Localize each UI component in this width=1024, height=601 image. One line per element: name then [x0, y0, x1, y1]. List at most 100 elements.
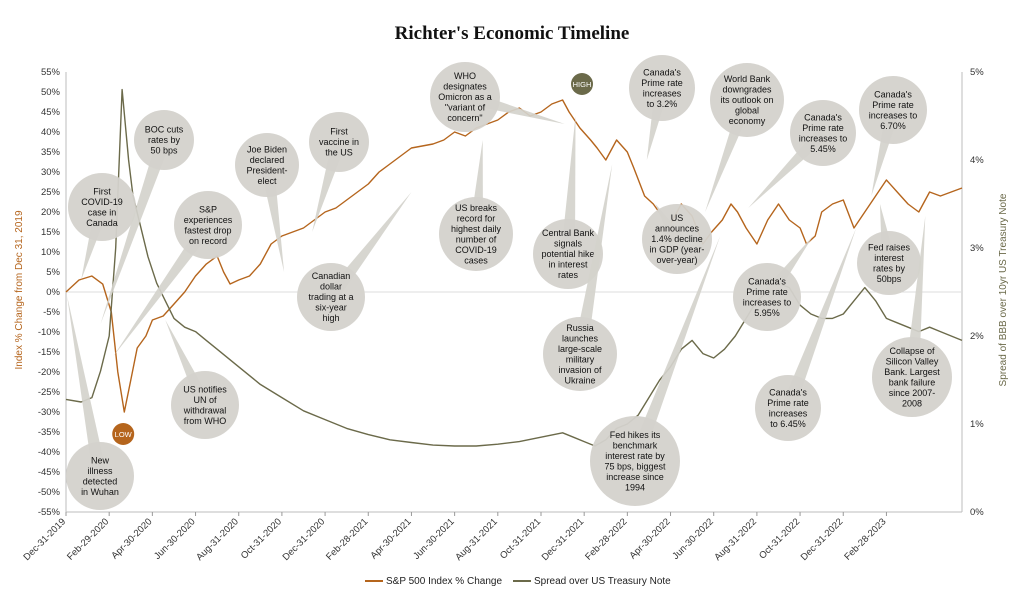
- annotation-text: its outlook on: [720, 95, 773, 105]
- annotation-text: downgrades: [722, 85, 772, 95]
- annotation-text: World Bank: [724, 74, 771, 84]
- annotation-text: 1.4% decline: [651, 234, 703, 244]
- y-tick-label: -40%: [38, 447, 61, 458]
- x-tick-label: Aug-31-2021: [453, 516, 500, 563]
- annotation-text: invasion of: [558, 365, 602, 375]
- annotation-text: concern": [447, 113, 482, 123]
- annotation-pointer: [573, 164, 613, 356]
- annotation-text: Canada: [86, 218, 118, 228]
- annotation-text: increase since: [606, 472, 664, 482]
- x-tick-label: Feb-28-2023: [842, 516, 888, 562]
- y-tick-label: 45%: [41, 107, 61, 118]
- annotation-text: Ukraine: [564, 375, 595, 385]
- annotation-pointer: [67, 296, 107, 478]
- annotation: Russialauncheslarge-scalemilitaryinvasio…: [543, 164, 617, 391]
- annotation-pointer: [100, 137, 171, 324]
- annotation-pointer: [113, 220, 214, 356]
- x-tick-label: Jun-30-2021: [411, 516, 457, 562]
- x-axis-ticks: Dec-31-2019Feb-29-2020Apr-30-2020Jun-30-…: [22, 512, 889, 563]
- y-tick-label: 15%: [41, 227, 61, 238]
- annotation-bubble: [235, 133, 299, 197]
- x-tick-label: Jun-30-2022: [670, 516, 716, 562]
- annotation-text: on record: [189, 236, 227, 246]
- annotation-text: potential hike: [541, 249, 594, 259]
- x-tick-label: Oct-31-2021: [498, 516, 543, 561]
- annotation-text: in interest: [548, 260, 588, 270]
- y-tick-label: -30%: [38, 407, 61, 418]
- x-tick-label: Dec-31-2022: [799, 516, 846, 563]
- annotation-text: fastest drop: [184, 225, 231, 235]
- x-tick-label: Feb-28-2022: [583, 516, 629, 562]
- annotation-text: Canada's: [804, 112, 842, 122]
- annotation-text: UN of: [193, 395, 217, 405]
- x-tick-label: Dec-31-2019: [22, 516, 69, 563]
- y2-tick-label: 1%: [970, 419, 984, 430]
- annotation-text: increases to: [799, 133, 848, 143]
- annotation-text: Russia: [566, 323, 594, 333]
- annotation-text: Prime rate: [872, 100, 914, 110]
- annotation-pointer: [781, 228, 857, 411]
- annotation-text: to 6.45%: [770, 419, 806, 429]
- annotation-text: Canadian: [312, 271, 351, 281]
- annotation-text: 2008: [902, 398, 922, 408]
- annotation-text: 75 bps, biggest: [604, 461, 666, 471]
- annotation-text: in Wuhan: [81, 487, 119, 497]
- spread-line: [65, 88, 963, 447]
- chart-legend: S&P 500 Index % Change Spread over US Tre…: [365, 576, 671, 587]
- y2-tick-label: 2%: [970, 331, 984, 342]
- annotation-text: 5.45%: [810, 144, 836, 154]
- annotation-text: highest daily: [451, 224, 502, 234]
- annotation-text: benchmark: [613, 440, 658, 450]
- x-tick-label: Dec-31-2020: [281, 516, 328, 563]
- extreme-markers: LOW HIGH: [112, 73, 594, 445]
- annotation-text: BOC cuts: [145, 125, 184, 135]
- annotation-text: US breaks: [455, 203, 498, 213]
- annotation-text: withdrawal: [183, 405, 227, 415]
- annotation-text: 50 bps: [150, 146, 178, 156]
- annotation-text: record for: [457, 213, 496, 223]
- y-tick-label: -10%: [38, 327, 61, 338]
- annotation-text: announces: [655, 224, 700, 234]
- annotation-text: increases to: [869, 110, 918, 120]
- x-tick-label: Aug-31-2022: [712, 516, 759, 563]
- annotation-text: Canada's: [769, 387, 807, 397]
- annotation-text: detected: [83, 476, 118, 486]
- y-tick-label: 25%: [41, 187, 61, 198]
- annotation-text: 1994: [625, 482, 645, 492]
- annotation-bubble: [857, 231, 921, 295]
- annotation-text: WHO: [454, 71, 476, 81]
- y-tick-label: 5%: [46, 267, 60, 278]
- y2-tick-label: 4%: [970, 155, 984, 166]
- y2-tick-label: 0%: [970, 507, 984, 518]
- annotation-text: signals: [554, 239, 583, 249]
- annotation-text: 50bps: [877, 274, 902, 284]
- annotation-text: Fed raises: [868, 242, 911, 252]
- annotation-bubble: [543, 317, 617, 391]
- y-tick-label: 55%: [41, 67, 61, 78]
- y-tick-label: -50%: [38, 487, 61, 498]
- annotation-text: Prime rate: [767, 398, 809, 408]
- right-axis-ticks: 5% 4% 3% 2% 1% 0%: [970, 67, 984, 518]
- y-tick-label: -45%: [38, 467, 61, 478]
- y-tick-label: -55%: [38, 507, 61, 518]
- x-tick-label: Apr-30-2021: [368, 516, 413, 561]
- y-tick-label: 50%: [41, 87, 61, 98]
- annotation-text: global: [735, 106, 759, 116]
- annotation-bubble: [174, 191, 242, 259]
- y-tick-label: -15%: [38, 347, 61, 358]
- y2-tick-label: 5%: [970, 67, 984, 78]
- annotation-bubble: [430, 62, 500, 132]
- annotation-text: interest rate by: [605, 451, 665, 461]
- annotation-text: dollar: [320, 282, 342, 292]
- marker-circle: [571, 73, 594, 95]
- annotation-text: Omicron as a: [438, 92, 492, 102]
- annotation-bubble: [859, 76, 927, 144]
